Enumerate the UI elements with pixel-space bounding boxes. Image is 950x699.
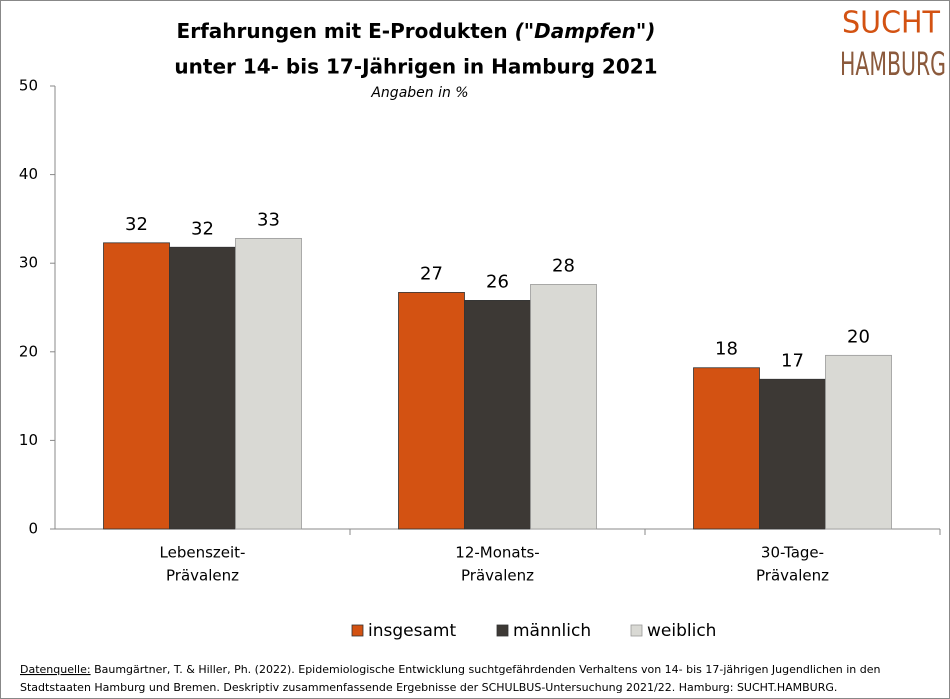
value-label: 17 — [781, 350, 804, 371]
y-tick-label: 0 — [28, 520, 38, 538]
value-label: 26 — [486, 271, 509, 292]
bar — [169, 246, 236, 530]
x-tick-label: 12-Monats- — [455, 544, 539, 562]
legend-label: insgesamt — [368, 621, 456, 641]
bar — [530, 284, 597, 530]
y-tick-label: 20 — [19, 342, 38, 360]
logo-line2: HAMBURG — [840, 45, 946, 83]
source-label: Datenquelle: — [20, 663, 91, 676]
value-label: 27 — [420, 263, 443, 284]
value-label: 33 — [257, 209, 280, 230]
bar — [103, 242, 170, 530]
source-line2: Stadtstaaten Hamburg und Bremen. Deskrip… — [20, 681, 837, 694]
value-label: 28 — [552, 255, 575, 276]
legend-label: weiblich — [647, 621, 716, 641]
subtitle: Angaben in % — [370, 85, 468, 101]
legend-swatch — [630, 624, 643, 637]
value-label: 32 — [125, 214, 148, 235]
source-text: Baumgärtner, T. & Hiller, Ph. (2022). Ep… — [94, 663, 880, 676]
bar — [398, 292, 465, 530]
y-tick-label: 10 — [19, 431, 38, 449]
bar — [825, 354, 892, 530]
value-label: 18 — [715, 339, 738, 360]
x-tick-label: Prävalenz — [756, 567, 829, 585]
bar — [464, 300, 531, 530]
legend-swatch — [351, 624, 364, 637]
legend-label: männlich — [513, 621, 591, 641]
bar — [693, 367, 760, 530]
x-tick-label: Prävalenz — [461, 567, 534, 585]
x-tick-label: Prävalenz — [166, 567, 239, 585]
y-tick-label: 40 — [19, 165, 38, 183]
value-label: 20 — [847, 326, 870, 347]
chart-title: Erfahrungen mit E-Produkten ("Dampfen") — [177, 19, 656, 43]
source-line1: Datenquelle: Baumgärtner, T. & Hiller, P… — [20, 663, 880, 676]
bar — [759, 378, 826, 530]
chart-title-line2: unter 14- bis 17-Jährigen in Hamburg 202… — [174, 55, 657, 79]
y-tick-label: 50 — [19, 77, 38, 95]
legend-swatch — [496, 624, 509, 637]
y-tick-label: 30 — [19, 254, 38, 272]
x-tick-label: Lebenszeit- — [160, 544, 246, 562]
title-emphasis: ("Dampfen") — [515, 19, 656, 43]
x-tick-label: 30-Tage- — [761, 544, 824, 562]
bar — [235, 237, 302, 530]
logo-line1: SUCHT — [842, 6, 941, 41]
title-text: Erfahrungen mit E-Produkten — [177, 19, 508, 43]
value-label: 32 — [191, 218, 214, 239]
